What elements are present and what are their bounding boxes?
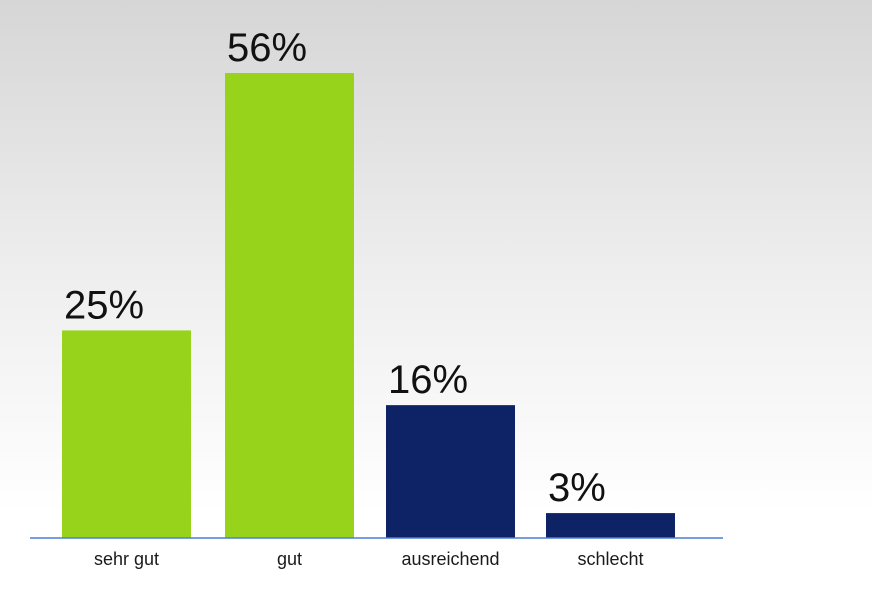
value-label: 3% [548, 466, 606, 510]
value-label: 56% [227, 26, 307, 70]
category-label: ausreichend [401, 549, 499, 569]
category-label: sehr gut [94, 549, 159, 569]
bar-gut [225, 73, 354, 538]
bar-ausreichend [386, 405, 515, 538]
bar-schlecht [546, 513, 675, 538]
category-label: gut [277, 549, 302, 569]
value-labels-group: 25% 56% 16% 3% [64, 26, 606, 510]
bar-sehr-gut [62, 330, 191, 538]
category-label: schlecht [577, 549, 643, 569]
bars-group [62, 73, 675, 538]
value-label: 25% [64, 283, 144, 327]
category-labels-group: sehr gut gut ausreichend schlecht [94, 549, 644, 569]
value-label: 16% [388, 358, 468, 402]
